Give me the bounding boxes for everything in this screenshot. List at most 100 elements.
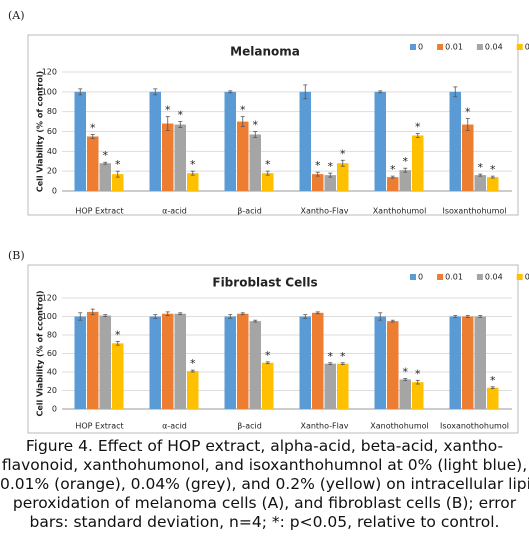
- bar: [487, 387, 499, 409]
- x-tick-label: Isoxanthohumol: [442, 207, 506, 216]
- error-bar: [265, 170, 270, 176]
- error-bar: [315, 311, 320, 315]
- bar: [162, 123, 174, 191]
- error-bar: [178, 121, 183, 128]
- bar: [224, 316, 236, 409]
- significance-marker: *: [403, 365, 409, 378]
- y-tick-label: 120: [42, 68, 57, 77]
- x-tick-label: HOP Extract: [75, 207, 123, 216]
- bar: [387, 321, 399, 409]
- legend-label: 0.04: [485, 43, 503, 52]
- legend-label: 0.2: [525, 273, 529, 282]
- bar: [449, 316, 461, 409]
- significance-marker: *: [165, 104, 171, 117]
- y-tick-label: 100: [42, 87, 57, 96]
- bar: [474, 316, 486, 409]
- legend-swatch: [476, 44, 483, 50]
- error-bar: [403, 167, 408, 173]
- legend-label: 0: [418, 43, 423, 52]
- bar: [174, 124, 186, 191]
- bar: [74, 316, 86, 409]
- error-bar: [490, 386, 495, 390]
- error-bar: [90, 308, 95, 316]
- legend-swatch: [410, 274, 416, 280]
- y-tick-label: 80: [47, 331, 57, 340]
- significance-marker: *: [240, 104, 246, 117]
- significance-marker: *: [328, 160, 334, 173]
- error-bar: [178, 312, 183, 316]
- y-tick-label: 20: [47, 386, 57, 395]
- error-bar: [165, 311, 170, 316]
- error-bar: [240, 312, 245, 316]
- bar: [262, 173, 274, 191]
- error-bar: [403, 378, 408, 381]
- error-bar: [265, 361, 270, 365]
- error-bar: [453, 86, 458, 98]
- bar: [224, 91, 236, 191]
- error-bar: [303, 314, 308, 319]
- significance-marker: *: [90, 121, 96, 134]
- error-bar: [103, 161, 108, 165]
- error-bar: [228, 314, 233, 319]
- bar: [399, 170, 411, 191]
- chart-title: Melanoma: [230, 45, 300, 59]
- legend-swatch: [410, 44, 416, 50]
- bar: [324, 363, 336, 409]
- significance-marker: *: [265, 158, 271, 171]
- error-bar: [328, 172, 333, 178]
- bar: [112, 343, 124, 409]
- error-bar: [115, 170, 120, 178]
- error-bar: [78, 312, 83, 321]
- error-bar: [315, 171, 320, 177]
- bar: [399, 379, 411, 409]
- bar: [237, 121, 249, 191]
- x-tick-label: β-acid: [237, 207, 262, 216]
- error-bar: [378, 90, 383, 94]
- legend-swatch: [476, 274, 483, 280]
- bar: [249, 134, 261, 191]
- bar: [449, 91, 461, 191]
- error-bar: [303, 84, 308, 100]
- error-bar: [90, 134, 95, 139]
- bar: [324, 175, 336, 191]
- significance-marker: *: [178, 109, 184, 122]
- error-bar: [378, 312, 383, 321]
- error-bar: [465, 118, 470, 131]
- panel-label: (A): [8, 9, 25, 22]
- bar: [299, 316, 311, 409]
- bar: [87, 311, 99, 409]
- significance-marker: *: [415, 367, 421, 380]
- error-bar: [190, 170, 195, 176]
- error-bar: [165, 116, 170, 131]
- bar: [99, 163, 111, 191]
- error-bar: [328, 362, 333, 366]
- error-bar: [253, 131, 258, 138]
- bar: [237, 313, 249, 409]
- caption-line: Figure 4. Effect of HOP extract, alpha-a…: [25, 437, 504, 455]
- y-axis-title: Cell Viability (% of control): [36, 71, 45, 192]
- x-tick-label: Xanthohumol: [373, 207, 427, 216]
- x-tick-label: α-acid: [162, 207, 187, 216]
- x-tick-label: Xanothohumol: [370, 422, 429, 431]
- y-axis-title: Cell Viability (% of ccontrol): [36, 290, 45, 416]
- y-tick-label: 40: [47, 147, 57, 156]
- error-bar: [78, 88, 83, 96]
- bar: [374, 91, 386, 191]
- legend-swatch: [437, 44, 444, 50]
- significance-marker: *: [340, 350, 346, 363]
- bar: [174, 313, 186, 409]
- error-bar: [478, 315, 483, 318]
- significance-marker: *: [490, 374, 496, 387]
- error-bar: [253, 319, 258, 323]
- y-tick-label: 40: [47, 368, 57, 377]
- error-bar: [490, 175, 495, 179]
- significance-marker: *: [115, 158, 121, 171]
- significance-marker: *: [328, 350, 334, 363]
- x-tick-label: β-acid: [237, 422, 262, 431]
- bar: [487, 177, 499, 191]
- caption-line: flavonoid, xanthohumonol, and isoxanthoh…: [1, 456, 528, 474]
- bar: [162, 313, 174, 409]
- bar: [99, 315, 111, 409]
- bar: [462, 316, 474, 409]
